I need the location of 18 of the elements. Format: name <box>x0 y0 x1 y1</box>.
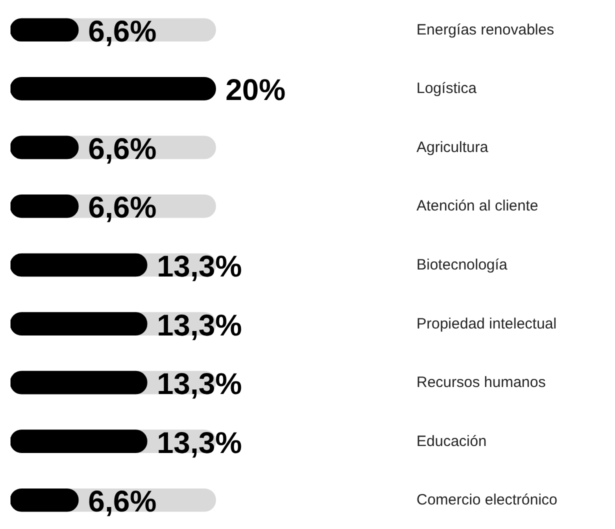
data-label: 13,3% <box>156 368 242 402</box>
data-label: 6,6% <box>88 132 157 166</box>
y-tick-label: Atención al cliente <box>416 198 538 215</box>
y-tick-label: Propiedad intelectual <box>416 315 557 332</box>
y-tick-label: Recursos humanos <box>416 374 546 392</box>
data-label: 13,3% <box>156 309 242 342</box>
data-label: 20% <box>226 74 286 108</box>
y-tick-label: Agricultura <box>416 138 489 156</box>
y-tick-label: Comercio electrónico <box>416 492 558 509</box>
data-label: 6,6% <box>88 486 157 519</box>
data-label: 6,6% <box>88 15 157 48</box>
y-tick-label: Biotecnología <box>416 256 508 274</box>
y-tick-label: Logística <box>416 80 478 98</box>
data-label: 13,3% <box>156 426 242 460</box>
data-label: 6,6% <box>88 192 157 225</box>
data-label: 13,3% <box>156 250 242 284</box>
y-tick-label: Educación <box>416 432 487 450</box>
y-tick-label: Energías renovables <box>416 21 554 38</box>
